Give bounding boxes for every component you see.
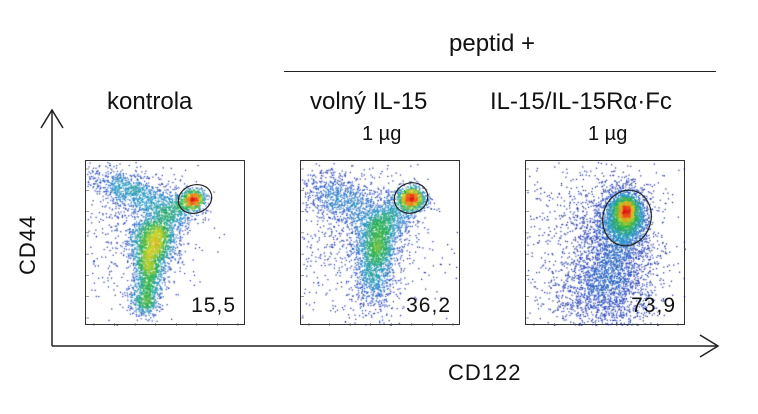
panel-dose-free-il15: 1 µg: [362, 123, 402, 145]
density-plot-canvas: [301, 161, 461, 326]
panel-overlay: [86, 168, 239, 326]
panel-overlay: [526, 168, 679, 326]
gate-value: 73,9: [631, 294, 676, 317]
axis-ticks: [301, 168, 454, 326]
gate-ellipse: [602, 189, 652, 247]
density-plot-panel-free-il15: 36,2: [300, 160, 461, 326]
density-plot-canvas: [86, 161, 246, 326]
y-axis-title: CD44: [15, 214, 40, 275]
density-plot-panel-kontrola: 15,5: [85, 160, 246, 326]
axis-ticks: [526, 168, 679, 326]
x-axis-title: CD122: [448, 360, 522, 385]
gate-ellipse: [393, 182, 429, 214]
axis-ticks: [86, 168, 239, 326]
group-header-line: [284, 71, 716, 72]
panel-overlay: [301, 168, 454, 326]
group-header-label: peptid +: [449, 30, 536, 57]
panel-dose-il15-complex: 1 µg: [588, 123, 628, 145]
panel-label-kontrola: kontrola: [107, 88, 193, 115]
gate-ellipse: [177, 184, 213, 214]
y-axis-arrow-icon: [40, 108, 64, 129]
panel-label-il15-complex: IL-15/IL-15Rα·Fc: [490, 88, 672, 115]
gate-value: 15,5: [191, 294, 236, 317]
panel-label-free-il15: volný IL-15: [310, 88, 428, 115]
density-plot-panel-il15-complex: 73,9: [525, 160, 686, 326]
density-plot-canvas: [526, 161, 686, 326]
gate-value: 36,2: [406, 294, 451, 317]
x-axis-arrow-icon: [699, 334, 720, 358]
